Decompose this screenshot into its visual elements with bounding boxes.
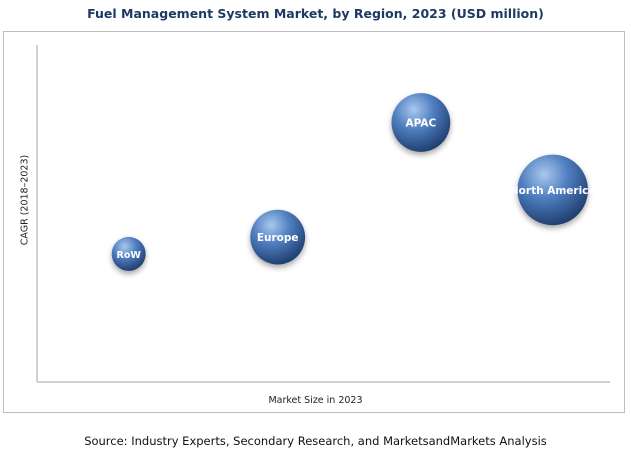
chart-title: Fuel Management System Market, by Region… — [87, 6, 544, 21]
bubble-group: RoW Europe APAC North America — [111, 93, 596, 271]
x-axis-label: Market Size in 2023 — [268, 395, 363, 406]
bubble-north-america — [517, 154, 588, 226]
bubble-row — [111, 236, 146, 271]
source-note: Source: Industry Experts, Secondary Rese… — [84, 434, 547, 448]
bubble-label-north-america: North America — [510, 185, 596, 197]
bubble-label-europe: Europe — [257, 232, 299, 244]
bubble-apac — [391, 93, 451, 152]
bubble-label-apac: APAC — [406, 118, 437, 130]
bubble-label-row: RoW — [117, 250, 142, 261]
bubble-europe — [250, 209, 306, 265]
chart-frame — [3, 31, 625, 413]
